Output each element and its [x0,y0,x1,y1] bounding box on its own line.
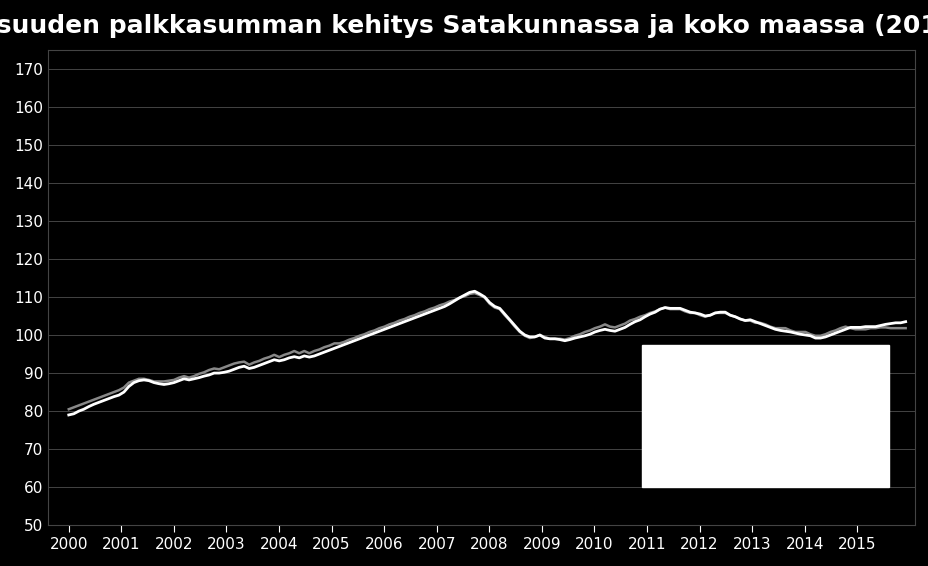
FancyBboxPatch shape [641,345,888,487]
Title: Teollisuuden palkkasumman kehitys Satakunnassa ja koko maassa (2010=100): Teollisuuden palkkasumman kehitys Sataku… [0,14,928,38]
